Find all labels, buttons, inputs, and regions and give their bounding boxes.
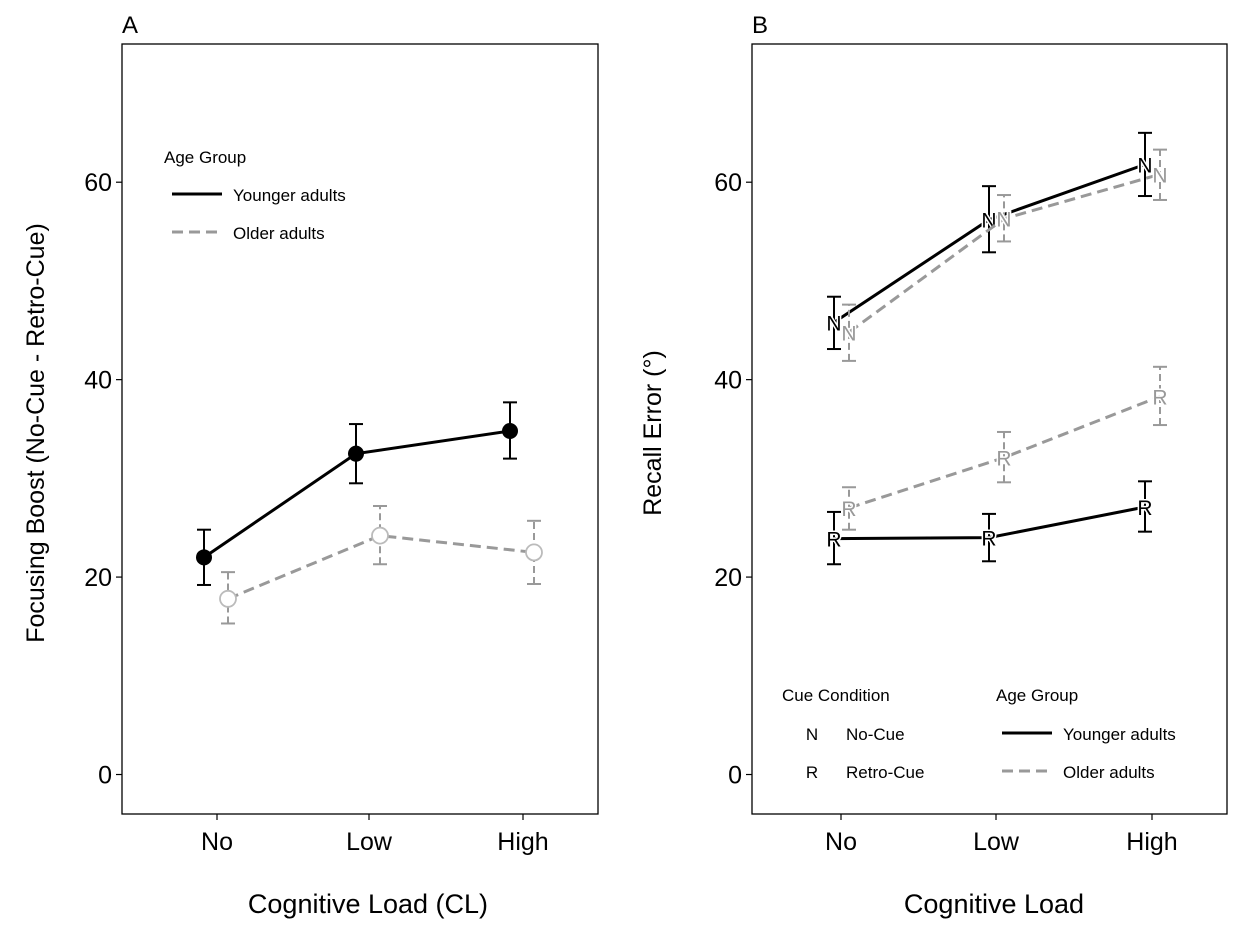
- error-bar: [997, 194, 1011, 243]
- panel-a-legend-title: Age Group: [164, 148, 246, 167]
- panel-a: A 0 20 40 60 No Low High Focusing Boost (No-C…: [22, 12, 599, 919]
- panel-b-cue-legend: Cue Condition N No-Cue R Retro-Cue: [782, 686, 924, 782]
- y-tick-label: 0: [98, 762, 112, 790]
- error-bar: [1138, 480, 1152, 533]
- age-legend-title: Age Group: [996, 686, 1078, 705]
- x-tick-label: No: [825, 828, 857, 856]
- data-point: [371, 526, 389, 545]
- data-point-letter: R: [841, 498, 856, 521]
- y-tick-label: 60: [714, 169, 742, 197]
- error-bar: [827, 510, 841, 566]
- panel-b-frame: [751, 43, 1228, 815]
- y-tick-label: 20: [714, 564, 742, 592]
- error-bar: [997, 430, 1011, 484]
- panel-a-label: A: [122, 12, 138, 39]
- series-younger: [196, 401, 518, 586]
- panel-b-label: B: [752, 12, 768, 39]
- error-bar: [842, 486, 856, 531]
- data-point: [502, 422, 518, 439]
- panel-a-series: [196, 401, 543, 625]
- panel-b-x-axis: No Low High: [825, 814, 1178, 856]
- cue-legend-title: Cue Condition: [782, 686, 890, 705]
- error-bar: [827, 295, 841, 351]
- cue-legend-symbol-r: R: [806, 763, 818, 782]
- data-point: [525, 543, 543, 562]
- legend-entry-younger: Younger adults: [233, 186, 346, 205]
- error-bar: [1138, 131, 1152, 198]
- data-point-letter: N: [996, 209, 1011, 232]
- data-point: [219, 589, 237, 608]
- cue-legend-symbol-n: N: [806, 725, 818, 744]
- data-point-letter: N: [1137, 154, 1152, 177]
- data-point-letter: R: [1137, 497, 1152, 520]
- y-tick-label: 60: [84, 169, 112, 197]
- panel-a-legend: Age Group Younger adults Older adults: [164, 148, 346, 243]
- error-bar: [373, 505, 387, 566]
- error-bar: [842, 303, 856, 362]
- series-line: [227, 534, 535, 601]
- age-legend-entry-younger: Younger adults: [1063, 725, 1176, 744]
- panel-a-y-axis: 0 20 40 60: [84, 169, 122, 790]
- cue-legend-label-retro-cue: Retro-Cue: [846, 763, 924, 782]
- series-older: [219, 505, 543, 625]
- x-tick-label: No: [201, 828, 233, 856]
- panel-b-y-label: Recall Error (°): [639, 350, 667, 516]
- y-tick-label: 40: [84, 367, 112, 395]
- y-tick-label: 0: [728, 762, 742, 790]
- cue-legend-label-no-cue: No-Cue: [846, 725, 905, 744]
- data-point: [348, 445, 364, 462]
- panel-a-y-label: Focusing Boost (No-Cue - Retro-Cue): [22, 223, 50, 643]
- x-tick-label: High: [497, 828, 548, 856]
- y-tick-label: 20: [84, 564, 112, 592]
- data-point: [196, 549, 212, 566]
- panel-a-frame: [121, 43, 599, 815]
- legend-entry-older: Older adults: [233, 224, 325, 243]
- x-tick-label: Low: [346, 828, 393, 856]
- error-bar: [982, 185, 996, 254]
- data-point-letter: R: [981, 528, 996, 551]
- series-younger-N: NNN: [825, 131, 1154, 351]
- age-legend-entry-older: Older adults: [1063, 763, 1155, 782]
- data-point-letter: N: [841, 322, 856, 345]
- panel-a-x-label: Cognitive Load (CL): [248, 889, 488, 919]
- panel-b-y-axis: 0 20 40 60: [714, 169, 752, 790]
- data-point-letter: R: [996, 448, 1011, 471]
- x-tick-label: High: [1126, 828, 1177, 856]
- data-point-letter: R: [1152, 386, 1167, 409]
- series-older-N: NNN: [840, 148, 1169, 362]
- panel-a-x-axis: No Low High: [201, 814, 549, 856]
- panel-b-x-label: Cognitive Load: [904, 889, 1084, 919]
- panel-b-age-legend: Age Group Younger adults Older adults: [996, 686, 1176, 782]
- error-bar: [1153, 148, 1167, 201]
- error-bar: [527, 519, 541, 585]
- data-point-letter: N: [826, 312, 841, 335]
- series-line: [848, 172, 1161, 334]
- data-point-letter: R: [826, 529, 841, 552]
- x-tick-label: Low: [973, 828, 1020, 856]
- error-bar: [1153, 365, 1167, 427]
- series-younger-R: R RR: [825, 480, 1154, 566]
- series-older-R: R R R: [840, 365, 1169, 531]
- y-tick-label: 40: [714, 367, 742, 395]
- error-bar: [982, 512, 996, 563]
- data-point-letter: N: [1152, 164, 1167, 187]
